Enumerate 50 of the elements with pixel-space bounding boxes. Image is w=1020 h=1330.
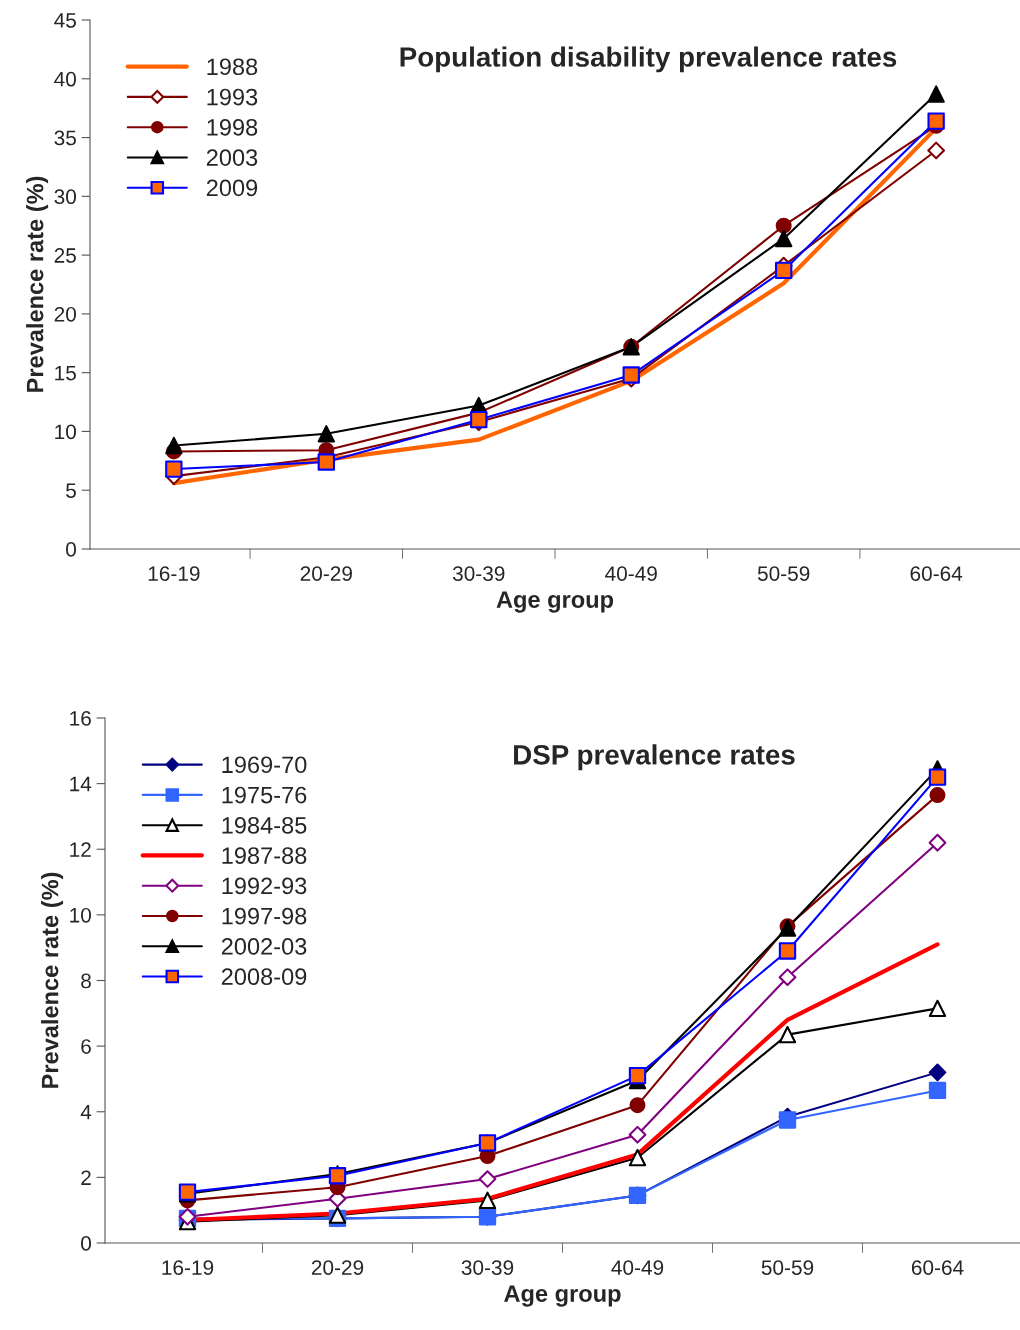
x-tick-label: 60-64: [910, 566, 963, 581]
x-tick-label: 50-59: [757, 566, 810, 581]
y-tick-label: 45: [54, 13, 76, 28]
y-tick-label: 30: [54, 189, 76, 205]
legend-label: 1993: [207, 88, 258, 106]
x-axis-title: Age group: [496, 591, 614, 613]
legend-label: 2009: [206, 179, 258, 197]
y-tick-label: 40: [54, 71, 76, 87]
y-axis-title: Prevalence rate (%): [41, 872, 64, 1088]
x-tick-label: 60-64: [911, 1260, 964, 1275]
x-tick-label: 50-59: [761, 1260, 814, 1275]
legend-label: 1969-70: [222, 756, 307, 774]
x-tick-label: 16-19: [148, 566, 200, 581]
y-tick-label: 14: [70, 776, 92, 792]
y-tick-label: 12: [70, 842, 91, 857]
y-tick-label: 0: [81, 1236, 91, 1251]
legend-label: 1987-88: [222, 847, 307, 864]
y-tick-label: 10: [55, 424, 76, 440]
x-tick-label: 30-39: [461, 1260, 514, 1275]
y-tick-label: 20: [54, 306, 76, 322]
text: DSP prevalence rates: [514, 744, 795, 771]
legend-label: 1988: [207, 58, 258, 76]
x-tick-label: 40-49: [611, 1260, 664, 1275]
y-tick-label: 5: [66, 483, 76, 498]
y-axis-title: Prevalence rate (%): [26, 176, 49, 392]
x-axis-title: Age group: [504, 1285, 621, 1307]
y-tick-label: 2: [81, 1170, 91, 1185]
x-tick-label: 30-39: [452, 566, 505, 581]
legend-label: 1975-76: [222, 786, 307, 804]
y-tick-label: 0: [66, 542, 76, 557]
x-tick-label: 20-29: [300, 566, 352, 581]
y-tick-label: 8: [81, 973, 91, 989]
legend-label: 1984-85: [222, 816, 307, 834]
legend-label: 1997-98: [222, 907, 307, 925]
y-tick-label: 4: [80, 1104, 92, 1120]
legend-label: 2008-09: [221, 968, 307, 986]
y-tick-label: 16: [70, 711, 91, 726]
legend-label: 2002-03: [221, 938, 307, 955]
x-tick-label: 20-29: [311, 1260, 364, 1275]
legend-label: 1992-93: [222, 877, 307, 895]
y-tick-label: 15: [55, 365, 76, 381]
text: Population disability prevalence rates: [400, 46, 897, 73]
y-tick-label: 10: [70, 907, 91, 923]
legend-label: 1998: [207, 118, 258, 136]
y-tick-label: 25: [54, 248, 76, 263]
x-tick-label: 40-49: [605, 566, 657, 581]
y-tick-label: 35: [54, 130, 76, 146]
x-tick-label: 16-19: [162, 1260, 214, 1275]
legend-label: 2003: [206, 149, 258, 166]
y-tick-label: 6: [81, 1039, 91, 1054]
